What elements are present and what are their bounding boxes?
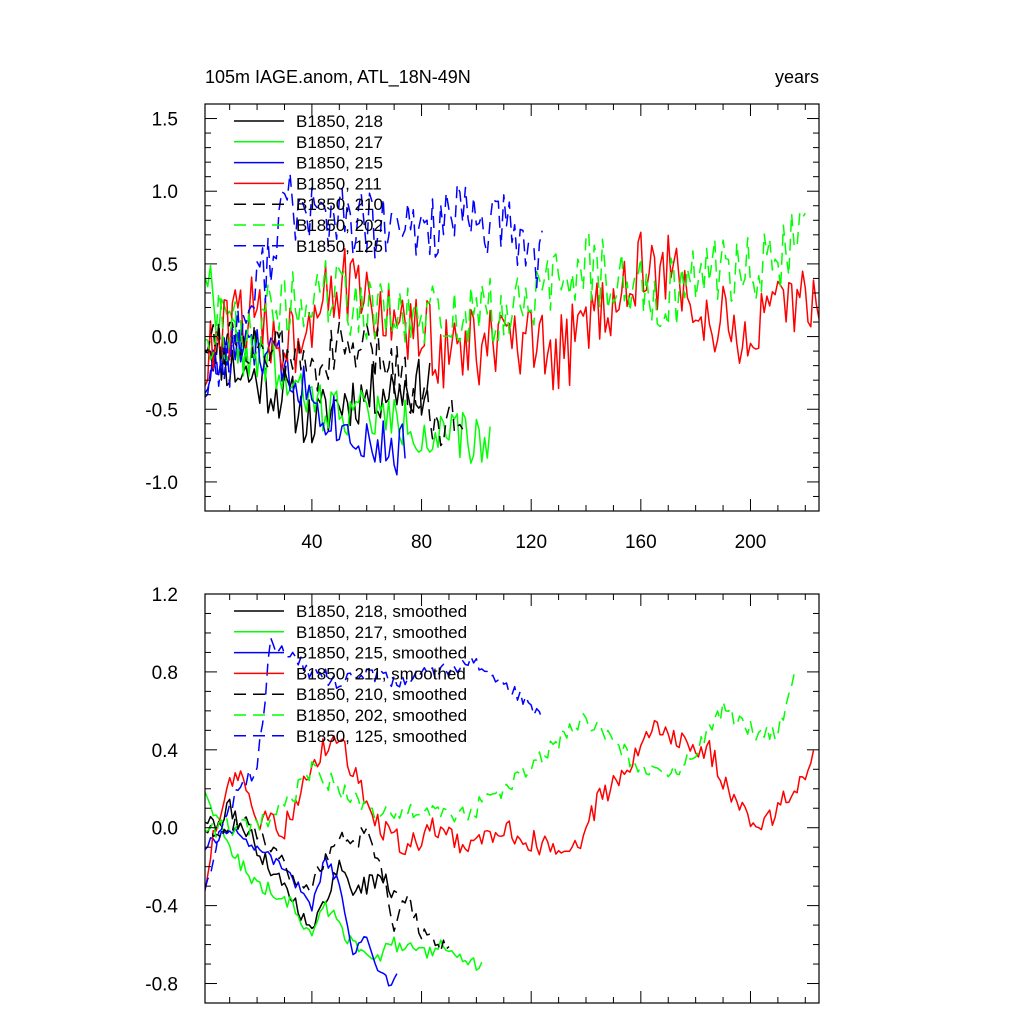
y-tick-label: 0.5 <box>152 255 178 276</box>
series-line-5 <box>205 321 464 447</box>
series-line-2 <box>205 264 491 464</box>
y-tick-label: 0.4 <box>152 741 179 762</box>
series-line-7 <box>205 637 543 890</box>
series-line-2 <box>205 791 483 971</box>
y-tick-label: 0.0 <box>152 328 178 349</box>
plot-frame <box>204 593 820 1004</box>
series-line-4 <box>205 719 815 892</box>
legend-entry-label: B1850, 215 <box>296 154 383 173</box>
legend-entry-label: B1850, 202 <box>296 216 383 235</box>
series-line-6 <box>205 672 796 838</box>
legend-entry-label: B1850, 217 <box>296 133 383 152</box>
legend-entry-label: B1850, 218, smoothed <box>296 602 467 621</box>
y-tick-label: 1.2 <box>152 585 178 606</box>
series-line-3 <box>205 827 398 987</box>
series-line-4 <box>205 231 819 391</box>
y-tick-label: 1.0 <box>152 182 178 203</box>
x-tick-label: 160 <box>625 532 657 553</box>
legend-entry-label: B1850, 210 <box>296 195 383 214</box>
x-tick-label: 80 <box>411 532 432 553</box>
legend: B1850, 218, smoothed B1850, 217, smoothed… <box>234 602 467 746</box>
legend-entry-label: B1850, 217, smoothed <box>296 623 467 642</box>
y-tick-label: -0.8 <box>145 975 178 996</box>
legend-entry-label: B1850, 211, smoothed <box>296 664 466 683</box>
top-panel-units: years <box>775 67 819 87</box>
y-tick-label: 1.5 <box>152 110 178 131</box>
legend-entry-label: B1850, 125, smoothed <box>296 727 467 746</box>
series-line-6 <box>205 212 806 369</box>
legend-entry-label: B1850, 211 <box>296 174 382 193</box>
series-line-1 <box>205 798 398 930</box>
series-line-5 <box>205 816 450 953</box>
legend-entry-label: B1850, 210, smoothed <box>296 685 467 704</box>
legend-entry-label: B1850, 202, smoothed <box>296 706 467 725</box>
bottom-panel: -0.8 -0.4 0.0 0.4 0.8 1.2 B1850, 218, smoothed… <box>145 585 820 1004</box>
top-panel-title: 105m IAGE.anom, ATL_18N-49N <box>205 67 471 88</box>
plot-area <box>205 172 819 476</box>
legend-entry-label: B1850, 215, smoothed <box>296 644 467 663</box>
series-line-3 <box>205 328 406 476</box>
y-tick-label: -1.0 <box>145 473 178 494</box>
y-tick-label: 0.8 <box>152 663 178 684</box>
y-tick-label: 0.0 <box>152 819 178 840</box>
x-tick-label: 120 <box>515 532 547 553</box>
y-tick-label: -0.5 <box>145 400 178 421</box>
y-tick-label: -0.4 <box>145 897 178 918</box>
legend-entry-label: B1850, 218 <box>296 112 383 131</box>
legend-entry-label: B1850, 125 <box>296 237 383 256</box>
x-tick-label: 40 <box>301 532 322 553</box>
x-tick-label: 200 <box>735 532 767 553</box>
top-panel: 105m IAGE.anom, ATL_18N-49N years 40 80 12… <box>145 67 820 553</box>
plot-area <box>205 637 815 987</box>
series-line-7 <box>205 172 543 398</box>
